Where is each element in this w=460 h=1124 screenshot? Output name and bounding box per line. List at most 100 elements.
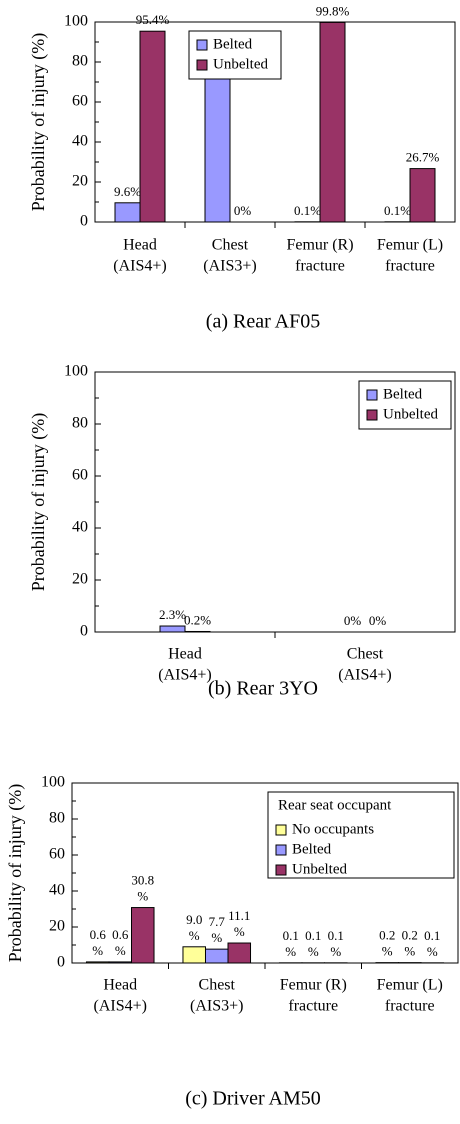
- value-label: 0.1: [424, 928, 440, 943]
- chart-caption: (b) Rear 3YO: [208, 678, 318, 700]
- x-tick-label: (AIS4+): [158, 667, 211, 684]
- legend-swatch: [196, 39, 208, 51]
- y-tick-label: 60: [49, 846, 65, 863]
- value-label: %: [211, 930, 222, 945]
- x-tick-label: Head: [123, 237, 157, 254]
- bar: [227, 942, 252, 964]
- x-tick-label: fracture: [295, 258, 345, 275]
- legend-label: Unbelted: [383, 406, 438, 422]
- legend-label: Belted: [383, 386, 423, 402]
- y-tick-label: 0: [80, 213, 88, 230]
- value-label: 7.7: [209, 914, 226, 929]
- y-tick-label: 20: [49, 918, 65, 935]
- value-label: %: [285, 944, 296, 959]
- x-tick-label: Femur (R): [286, 237, 353, 254]
- legend-swatch: [366, 409, 378, 421]
- value-label: 0%: [234, 203, 252, 218]
- plot-frame: [71, 782, 459, 964]
- value-label: %: [189, 928, 200, 943]
- bar: [204, 74, 231, 223]
- value-label: %: [330, 944, 341, 959]
- x-tick-label: (AIS3+): [190, 998, 243, 1015]
- x-tick-label: (AIS3+): [203, 258, 256, 275]
- x-tick-label: (AIS4+): [338, 667, 391, 684]
- y-tick-label: 100: [64, 13, 88, 30]
- legend-label: Belted: [292, 841, 332, 857]
- value-label: %: [308, 944, 319, 959]
- value-label: %: [137, 889, 148, 904]
- value-label: 2.3%: [159, 607, 186, 622]
- bar: [139, 30, 166, 223]
- value-label: 9.0: [186, 912, 202, 927]
- value-label: %: [404, 944, 415, 959]
- value-label: 0.1: [328, 928, 344, 943]
- bar: [409, 168, 436, 223]
- value-label: 11.1: [228, 908, 250, 923]
- value-label: 0%: [369, 613, 387, 628]
- chart-caption: (c) Driver AM50: [185, 1088, 321, 1110]
- value-label: 0.1: [283, 928, 299, 943]
- x-tick-label: fracture: [288, 998, 338, 1015]
- legend-swatch: [366, 389, 378, 401]
- legend-swatch: [275, 844, 287, 856]
- y-axis-label: Probability of injury (%): [5, 784, 26, 962]
- y-tick-label: 60: [72, 467, 88, 484]
- value-label: 9.6%: [114, 184, 141, 199]
- x-tick-label: Femur (L): [377, 237, 443, 254]
- legend-swatch: [196, 59, 208, 71]
- y-tick-label: 80: [72, 53, 88, 70]
- y-tick-label: 40: [49, 882, 65, 899]
- value-label: %: [115, 943, 126, 958]
- bar: [159, 625, 186, 633]
- y-tick-label: 40: [72, 519, 88, 536]
- y-tick-label: 20: [72, 173, 88, 190]
- legend-label: No occupants: [292, 821, 374, 837]
- value-label: 30.8: [131, 873, 154, 888]
- value-label: 0.2%: [184, 612, 211, 627]
- legend-box: [358, 380, 452, 430]
- plot-frame: [94, 371, 456, 633]
- y-tick-label: 0: [80, 623, 88, 640]
- bar: [182, 946, 206, 964]
- y-tick-label: 20: [72, 571, 88, 588]
- x-tick-label: Head: [103, 977, 137, 994]
- bar: [114, 202, 141, 223]
- legend-swatch: [275, 864, 287, 876]
- x-tick-label: fracture: [385, 258, 435, 275]
- legend-label: Unbelted: [292, 861, 347, 877]
- y-tick-label: 60: [72, 93, 88, 110]
- x-tick-label: Femur (R): [280, 977, 347, 994]
- value-label: 0.2: [402, 928, 418, 943]
- value-label: 0.2: [379, 928, 395, 943]
- plot-frame: [94, 21, 456, 223]
- value-label: 0.6: [90, 927, 107, 942]
- bar: [319, 21, 346, 223]
- x-tick-label: Head: [168, 646, 202, 663]
- bar: [131, 907, 155, 964]
- value-label: 0.6: [112, 927, 129, 942]
- legend-label: Unbelted: [213, 56, 268, 72]
- value-label: 0%: [344, 613, 362, 628]
- x-tick-label: fracture: [385, 998, 435, 1015]
- x-tick-label: Chest: [212, 237, 249, 254]
- chart-caption: (a) Rear AF05: [206, 311, 320, 333]
- value-label: %: [427, 944, 438, 959]
- value-label: 95.4%: [136, 12, 170, 27]
- y-tick-label: 80: [72, 415, 88, 432]
- legend-swatch: [275, 824, 287, 836]
- y-tick-label: 80: [49, 810, 65, 827]
- value-label: 0.1%: [384, 203, 411, 218]
- y-tick-label: 100: [64, 363, 88, 380]
- value-label: 0.1%: [294, 203, 321, 218]
- y-axis-label: Probability of injury (%): [28, 33, 49, 211]
- x-tick-label: Chest: [347, 646, 384, 663]
- legend-title: Rear seat occupant: [278, 797, 392, 813]
- value-label: 0.1: [305, 928, 321, 943]
- y-axis-label: Probability of injury (%): [28, 413, 49, 591]
- value-label: %: [382, 944, 393, 959]
- bar: [204, 948, 229, 964]
- y-tick-label: 40: [72, 133, 88, 150]
- x-tick-label: (AIS4+): [113, 258, 166, 275]
